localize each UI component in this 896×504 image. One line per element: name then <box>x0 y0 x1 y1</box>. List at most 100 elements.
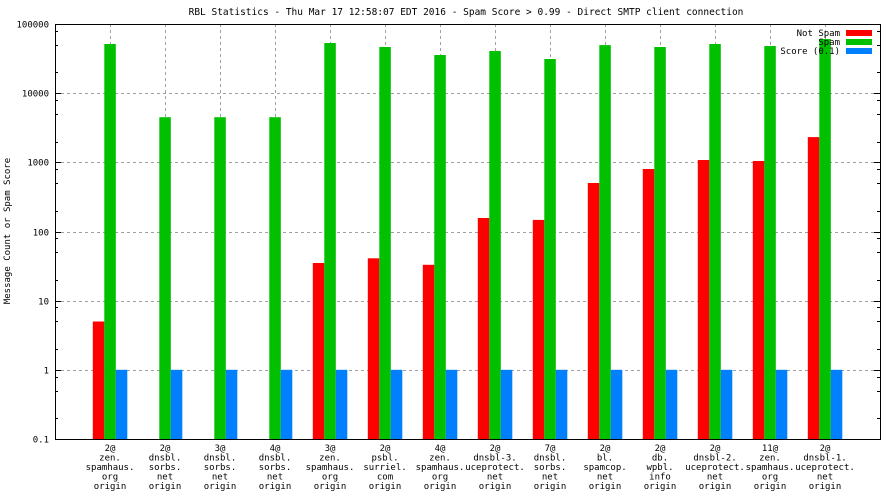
bar-score-0-1 <box>775 369 788 439</box>
x-tick-label-line: 3@ <box>325 444 336 454</box>
x-tick-label-line: net <box>157 473 173 483</box>
x-tick-label-line: net <box>817 473 833 483</box>
bar-not-spam <box>807 137 820 439</box>
x-tick-label-line: dnsbl. <box>534 454 567 464</box>
bar-spam <box>324 43 336 439</box>
y-tick-label: 1000 <box>27 159 49 169</box>
x-tick-label-line: origin <box>589 482 622 492</box>
y-tick-label: 10000 <box>22 90 49 100</box>
bar-score-0-1 <box>390 369 403 439</box>
x-tick-label-line: 2@ <box>600 444 611 454</box>
x-tick-label-line: spamhaus. <box>746 463 795 473</box>
x-tick-label-line: com <box>377 473 393 483</box>
y-tick-label: 100 <box>33 229 49 239</box>
x-tick-label-line: zen. <box>319 454 341 464</box>
bar-score-0-1 <box>280 369 293 439</box>
bar-not-spam <box>422 264 435 439</box>
x-tick-label-line: net <box>212 473 228 483</box>
x-tick-label-line: 2@ <box>820 444 831 454</box>
y-tick-label: 10 <box>38 298 49 308</box>
x-tick-label-line: 2@ <box>160 444 171 454</box>
bar-spam <box>544 59 556 439</box>
bar-score-0-1 <box>665 369 678 439</box>
x-tick-label-line: spamhaus. <box>416 463 465 473</box>
x-tick-label-line: org <box>762 473 778 483</box>
bar-not-spam <box>697 160 710 439</box>
bar-not-spam <box>367 258 380 439</box>
x-tick-label-line: net <box>707 473 723 483</box>
bar-score-0-1 <box>500 369 513 439</box>
x-tick-label-line: dnsbl. <box>149 454 182 464</box>
bar-not-spam <box>642 169 655 439</box>
x-tick-label-line: origin <box>149 482 182 492</box>
x-tick-label-line: bl. <box>597 454 613 464</box>
x-tick-label-line: sorbs. <box>204 463 237 473</box>
legend-label: Score (0.1) <box>780 47 840 57</box>
x-tick-label-line: 11@ <box>762 444 779 454</box>
x-tick-label-line: org <box>322 473 338 483</box>
x-tick-label-line: origin <box>534 482 567 492</box>
x-tick-label-line: 2@ <box>655 444 666 454</box>
bar-score-0-1 <box>610 369 623 439</box>
x-tick-label-line: origin <box>699 482 732 492</box>
y-tick-label: 100000 <box>16 21 49 31</box>
x-tick-label-line: net <box>267 473 283 483</box>
bar-spam <box>819 39 831 439</box>
x-tick-label-line: origin <box>754 482 787 492</box>
chart-title: RBL Statistics - Thu Mar 17 12:58:07 EDT… <box>189 7 744 18</box>
x-tick-label-line: dnsbl-3. <box>473 454 516 464</box>
y-tick-label: 0.1 <box>33 436 49 446</box>
x-tick-label-line: dnsbl-1. <box>803 454 846 464</box>
x-tick-label-line: 7@ <box>545 444 556 454</box>
x-tick-label-line: net <box>597 473 613 483</box>
legend-label: Spam <box>818 38 840 48</box>
bar-score-0-1 <box>225 369 238 439</box>
x-tick-label-line: dnsbl. <box>204 454 237 464</box>
x-tick-label-line: origin <box>204 482 237 492</box>
x-tick-label-line: sorbs. <box>534 463 567 473</box>
x-tick-label-line: 4@ <box>435 444 446 454</box>
bar-spam <box>489 51 501 439</box>
x-tick-label-line: db. <box>652 454 668 464</box>
bar-spam <box>764 46 776 439</box>
x-tick-label-line: 2@ <box>490 444 501 454</box>
x-tick-label-line: uceprotect. <box>685 463 745 473</box>
bar-not-spam <box>477 218 490 439</box>
axes <box>55 24 881 440</box>
x-tick-label-line: wpbl. <box>646 463 673 473</box>
y-axis-label: Message Count or Spam Score <box>3 158 13 304</box>
x-tick-label-line: org <box>432 473 448 483</box>
x-tick-label-line: info <box>649 473 671 483</box>
plot-frame <box>55 24 881 440</box>
x-tick-label-line: uceprotect. <box>465 463 525 473</box>
x-tick-label-line: sorbs. <box>149 463 182 473</box>
bar-not-spam <box>92 321 105 439</box>
bar-not-spam <box>587 183 600 439</box>
bar-spam <box>159 117 171 439</box>
x-tick-label-line: origin <box>644 482 677 492</box>
bar-spam <box>214 117 226 439</box>
bar-score-0-1 <box>445 369 458 439</box>
y-tick-labels: 0.1 1 10 100 1000 10000 100000 <box>16 21 49 446</box>
bar-score-0-1 <box>830 369 843 439</box>
x-tick-label-line: zen. <box>99 454 121 464</box>
bar-spam <box>434 55 446 439</box>
x-tick-label-line: net <box>542 473 558 483</box>
bar-score-0-1 <box>115 369 128 439</box>
bar-spam <box>654 47 666 439</box>
x-tick-label-line: spamhaus. <box>86 463 135 473</box>
x-tick-label-line: origin <box>369 482 402 492</box>
x-tick-label-line: zen. <box>429 454 451 464</box>
x-tick-label-line: spamhaus. <box>306 463 355 473</box>
bar-score-0-1 <box>170 369 183 439</box>
x-tick-label-line: net <box>487 473 503 483</box>
x-tick-label-line: 2@ <box>380 444 391 454</box>
x-tick-label-line: dnsbl. <box>259 454 292 464</box>
